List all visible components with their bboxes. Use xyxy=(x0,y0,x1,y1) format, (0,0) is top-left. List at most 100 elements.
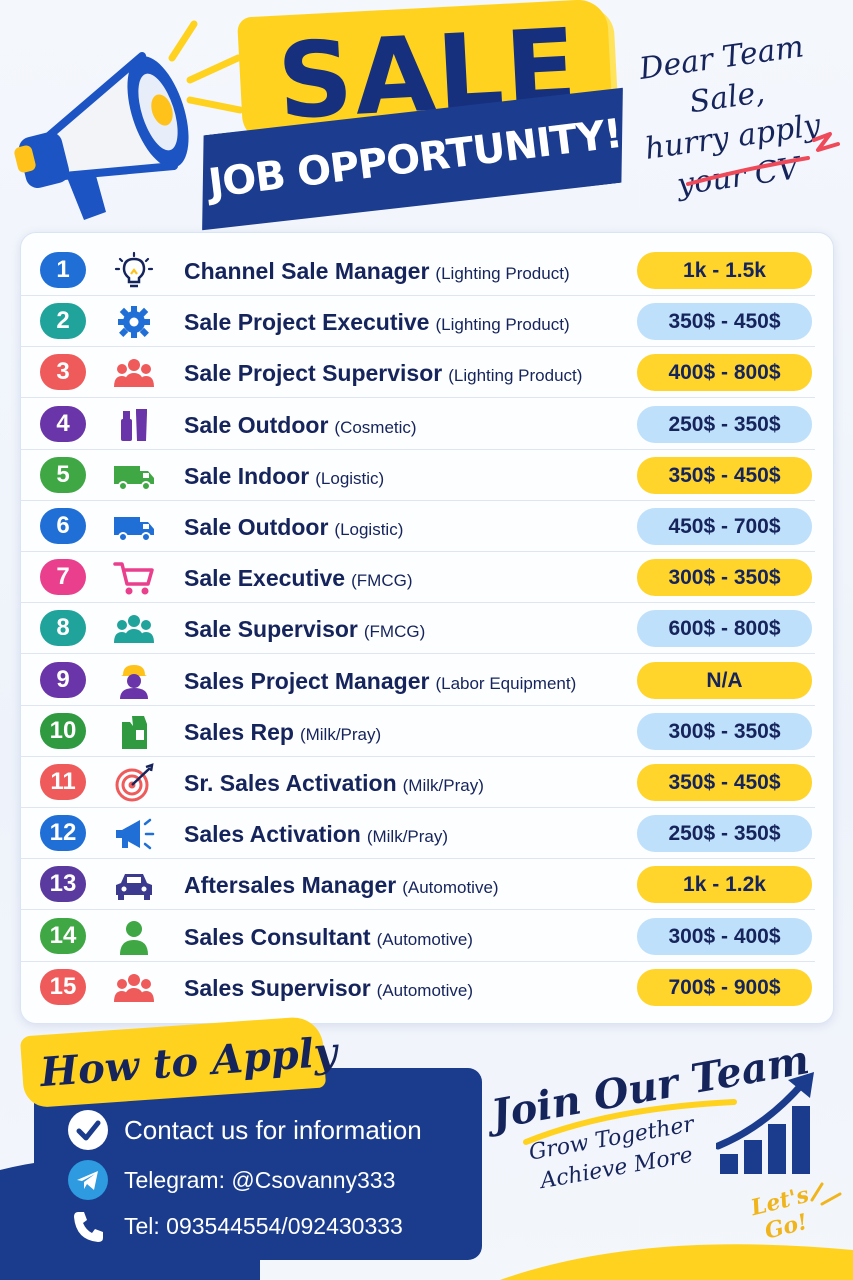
job-category: (Milk/Pray) xyxy=(366,827,449,846)
cosmetics-icon xyxy=(112,405,156,445)
job-name: Channel Sale Manager xyxy=(184,258,430,284)
job-name: Sale Outdoor xyxy=(184,514,329,540)
salary-badge: 400$ - 800$ xyxy=(637,354,812,391)
job-number-badge: 4 xyxy=(40,406,86,442)
phone-icon xyxy=(68,1206,108,1246)
milk-carton-icon xyxy=(112,712,156,752)
job-row: 7 Sale Executive (FMCG) 300$ - 350$ xyxy=(20,553,815,603)
job-row: 3 Sale Project Supervisor (Lighting Produc… xyxy=(20,348,815,398)
job-name: Sales Supervisor xyxy=(184,975,371,1001)
job-row: 2 Sale Project Executive (Lighting Product… xyxy=(20,297,815,347)
job-category: (Lighting Product) xyxy=(448,366,583,385)
job-row: 1 Channel Sale Manager (Lighting Product) 1… xyxy=(20,246,815,296)
salary-badge: 1k - 1.5k xyxy=(637,252,812,289)
job-title: Sale Project Executive (Lighting Product) xyxy=(184,305,644,339)
job-title: Sale Project Supervisor (Lighting Product… xyxy=(184,356,644,390)
job-row: 9 Sales Project Manager (Labor Equipment) N… xyxy=(20,656,815,706)
cart-icon xyxy=(112,558,156,598)
job-row: 13 Aftersales Manager (Automotive) 1k - 1.2… xyxy=(20,860,815,910)
telegram-text[interactable]: Telegram: @Csovanny333 xyxy=(124,1167,396,1193)
contact-info-row: Contact us for information xyxy=(68,1108,478,1152)
job-number-badge: 3 xyxy=(40,354,86,390)
job-number-badge: 15 xyxy=(40,969,86,1005)
truck-icon xyxy=(112,456,156,496)
job-row: 12 Sales Activation (Milk/Pray) 250$ - 350$ xyxy=(20,809,815,859)
salary-badge: 350$ - 450$ xyxy=(637,764,812,801)
job-name: Sale Indoor xyxy=(184,463,310,489)
sound-rays-icon xyxy=(168,20,244,114)
job-category: (Automotive) xyxy=(376,930,473,949)
job-category: (Logistic) xyxy=(334,520,404,539)
job-number-badge: 2 xyxy=(40,303,86,339)
job-name: Sales Project Manager xyxy=(184,668,430,694)
lightbulb-icon xyxy=(112,251,156,291)
person-icon xyxy=(112,917,156,957)
job-number-badge: 1 xyxy=(40,252,86,288)
job-number-badge: 11 xyxy=(40,764,86,800)
job-title: Channel Sale Manager (Lighting Product) xyxy=(184,254,644,288)
job-title: Sales Project Manager (Labor Equipment) xyxy=(184,664,644,698)
job-name: Sale Executive xyxy=(184,565,346,591)
job-title: Sales Consultant (Automotive) xyxy=(184,920,644,954)
job-title: Sr. Sales Activation (Milk/Pray) xyxy=(184,766,644,800)
salary-badge: 600$ - 800$ xyxy=(637,610,812,647)
target-icon xyxy=(112,763,156,803)
job-name: Aftersales Manager xyxy=(184,872,397,898)
job-row: 15 Sales Supervisor (Automotive) 700$ - 900… xyxy=(20,963,815,1013)
job-name: Sale Supervisor xyxy=(184,616,358,642)
job-title: Sale Outdoor (Cosmetic) xyxy=(184,408,644,442)
job-category: (Milk/Pray) xyxy=(299,725,382,744)
salary-badge: 700$ - 900$ xyxy=(637,969,812,1006)
salary-badge: 250$ - 350$ xyxy=(637,815,812,852)
join-swoosh-underline xyxy=(523,1099,737,1145)
job-title: Sale Supervisor (FMCG) xyxy=(184,612,644,646)
gear-icon xyxy=(112,302,156,342)
job-name: Sales Activation xyxy=(184,821,361,847)
phone-row[interactable]: Tel: 093544554/092430333 xyxy=(68,1204,478,1248)
salary-badge: 250$ - 350$ xyxy=(637,406,812,443)
job-number-badge: 8 xyxy=(40,610,86,646)
job-name: Sale Project Supervisor xyxy=(184,360,443,386)
job-name: Sale Project Executive xyxy=(184,309,430,335)
job-number-badge: 6 xyxy=(40,508,86,544)
team-icon xyxy=(112,609,156,649)
job-number-badge: 9 xyxy=(40,662,86,698)
job-title: Aftersales Manager (Automotive) xyxy=(184,868,644,902)
car-icon xyxy=(112,865,156,905)
job-name: Sr. Sales Activation xyxy=(184,770,397,796)
job-category: (Lighting Product) xyxy=(435,264,570,283)
job-number-badge: 14 xyxy=(40,918,86,954)
job-category: (Lighting Product) xyxy=(435,315,570,334)
team-icon xyxy=(112,968,156,1008)
job-title: Sale Indoor (Logistic) xyxy=(184,459,644,493)
job-number-badge: 10 xyxy=(40,713,86,749)
job-category: (Logistic) xyxy=(315,469,385,488)
job-title: Sales Supervisor (Automotive) xyxy=(184,971,644,1005)
job-category: (FMCG) xyxy=(363,622,426,641)
job-number-badge: 12 xyxy=(40,815,86,851)
telegram-icon xyxy=(68,1160,108,1200)
job-category: (Automotive) xyxy=(402,878,499,897)
job-row: 8 Sale Supervisor (FMCG) 600$ - 800$ xyxy=(20,604,815,654)
job-title: Sale Executive (FMCG) xyxy=(184,561,644,595)
job-number-badge: 7 xyxy=(40,559,86,595)
job-category: (Labor Equipment) xyxy=(435,674,577,693)
team-icon xyxy=(112,353,156,393)
salary-badge: 1k - 1.2k xyxy=(637,866,812,903)
phone-text[interactable]: Tel: 093544554/092430333 xyxy=(124,1213,403,1239)
job-category: (Milk/Pray) xyxy=(402,776,484,795)
job-row: 4 Sale Outdoor (Cosmetic) 250$ - 350$ xyxy=(20,400,815,450)
truck-icon xyxy=(112,507,156,547)
job-title: Sales Rep (Milk/Pray) xyxy=(184,715,644,749)
worker-helmet-icon xyxy=(112,661,156,701)
job-row: 6 Sale Outdoor (Logistic) 450$ - 700$ xyxy=(20,502,815,552)
job-category: (Automotive) xyxy=(376,981,474,1000)
telegram-row[interactable]: Telegram: @Csovanny333 xyxy=(68,1158,478,1202)
check-icon xyxy=(68,1110,108,1150)
job-row: 14 Sales Consultant (Automotive) 300$ - 400… xyxy=(20,912,815,962)
salary-badge: 300$ - 350$ xyxy=(637,713,812,750)
growth-chart-icon xyxy=(716,1072,814,1174)
job-title: Sale Outdoor (Logistic) xyxy=(184,510,644,544)
job-category: (FMCG) xyxy=(351,571,413,590)
job-title: Sales Activation (Milk/Pray) xyxy=(184,817,644,851)
